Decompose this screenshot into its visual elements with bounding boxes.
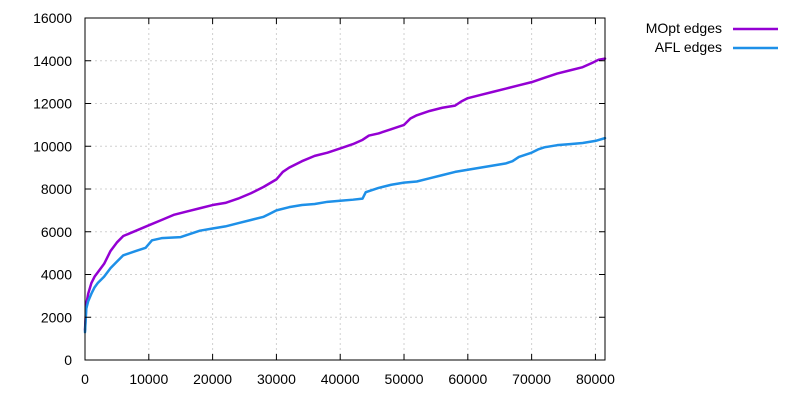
x-tick-label: 50000	[385, 371, 424, 387]
legend: MOpt edges AFL edges	[646, 20, 778, 55]
y-tick-label: 10000	[33, 138, 72, 154]
x-tick-label: 30000	[257, 371, 296, 387]
axis-ticks	[84, 17, 605, 361]
x-tick-label: 60000	[448, 371, 487, 387]
x-tick-label: 80000	[576, 371, 615, 387]
grid	[85, 18, 605, 360]
y-tick-label: 16000	[33, 10, 72, 26]
x-tick-label: 0	[81, 371, 89, 387]
x-tick-label: 10000	[129, 371, 168, 387]
x-tick-label: 20000	[193, 371, 232, 387]
y-tick-label: 4000	[41, 267, 72, 283]
series-line-mopt-edges	[83, 57, 607, 332]
x-axis-tick-labels: 0 10000 20000 30000 40000 50000 60000 70000 8000…	[81, 371, 615, 387]
x-tick-label: 70000	[512, 371, 551, 387]
y-tick-label: 12000	[33, 96, 72, 112]
x-tick-label: 40000	[321, 371, 360, 387]
y-tick-label: 2000	[41, 309, 72, 325]
y-tick-label: 0	[64, 352, 72, 368]
y-tick-label: 14000	[33, 53, 72, 69]
legend-label-afl: AFL edges	[655, 39, 722, 55]
y-tick-label: 6000	[41, 224, 72, 240]
series-lines	[83, 57, 607, 334]
y-axis-tick-labels: 0 2000 4000 6000 8000 10000 12000 14000 16000	[33, 10, 72, 368]
series-line-afl-edges	[83, 136, 607, 334]
legend-label-mopt: MOpt edges	[646, 20, 722, 36]
y-tick-label: 8000	[41, 181, 72, 197]
